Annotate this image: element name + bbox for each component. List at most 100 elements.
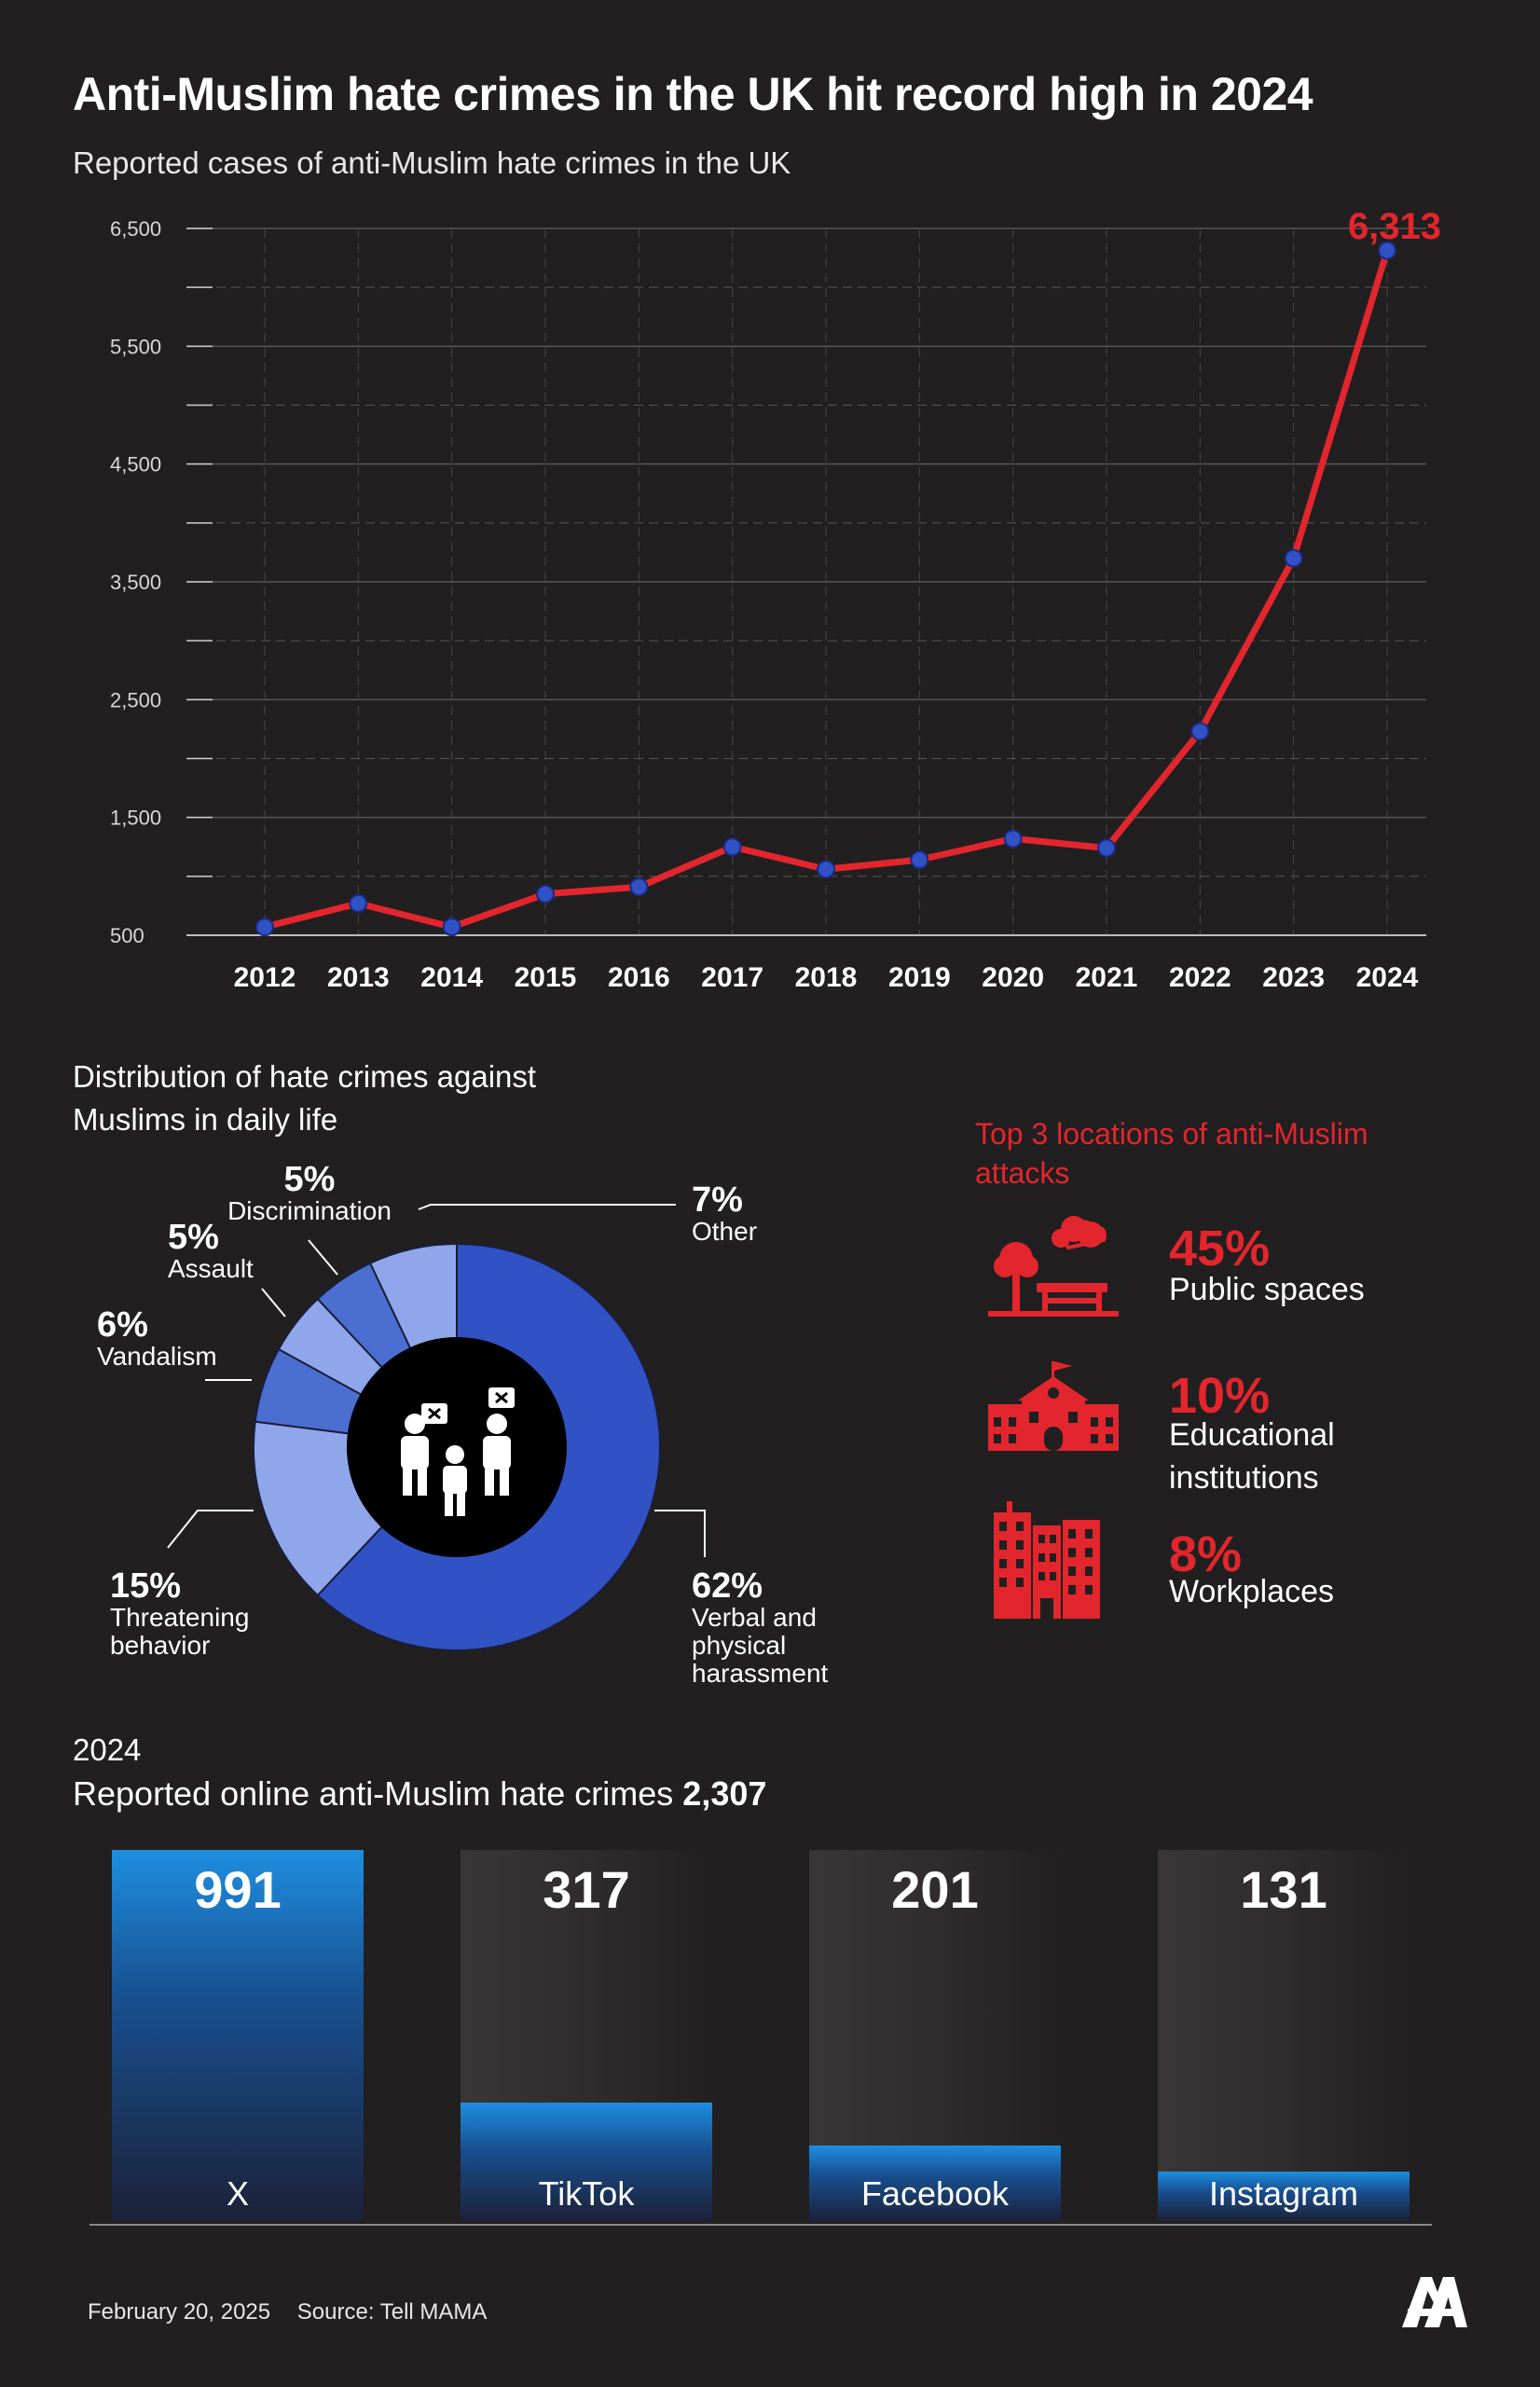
data-point — [255, 918, 274, 937]
leader-line-discrimination — [308, 1239, 338, 1276]
label-other: 7% Other — [692, 1182, 757, 1246]
data-point — [910, 850, 929, 870]
bar — [809, 2146, 1061, 2221]
y-tick-label: 2,500 — [110, 688, 161, 711]
footer-date: February 20, 2025 — [88, 2299, 271, 2325]
locations-title: Top 3 locations of anti-Muslim attacks — [975, 1117, 1368, 1190]
bar-column: 131 Instagram — [1158, 1850, 1409, 2221]
label-verbal-name-2: physical — [692, 1631, 787, 1660]
data-point — [1003, 829, 1023, 849]
location-workplaces-name: Workplaces — [1169, 1574, 1334, 1609]
bar-column: 201 Facebook — [809, 1850, 1061, 2221]
label-vandalism-name: Vandalism — [97, 1342, 217, 1371]
location-educational-pct: 10% — [1169, 1368, 1271, 1424]
x-tick-label: 2012 — [234, 962, 296, 993]
leader-line-threatening — [167, 1510, 254, 1549]
x-tick-label: 2018 — [795, 962, 858, 993]
leader-line-verbal — [654, 1510, 706, 1557]
x-tick-label: 2019 — [888, 962, 951, 993]
y-tick-label: 6,500 — [110, 217, 161, 241]
data-point — [1284, 548, 1303, 568]
donut-chart — [167, 1204, 706, 1651]
bar-value-label: 317 — [543, 1860, 630, 1919]
school-building-icon — [988, 1361, 1119, 1451]
data-point — [817, 860, 835, 879]
label-assault-name: Assault — [168, 1254, 254, 1283]
bar — [461, 2102, 712, 2221]
leader-lines — [167, 1204, 706, 1557]
location-educational-name-2: institutions — [1169, 1460, 1319, 1496]
location-workplaces-pct: 8% — [1169, 1526, 1243, 1582]
data-point — [722, 837, 742, 857]
x-tick-label: 2014 — [420, 962, 483, 993]
bar-baseline — [89, 2224, 1432, 2226]
location-educational-name-1: Educational — [1169, 1417, 1335, 1453]
bar — [112, 1850, 364, 2221]
label-threatening-name-2: behavior — [110, 1631, 211, 1660]
label-verbal-name-3: harassment — [692, 1659, 829, 1688]
label-discrimination-name: Discrimination — [227, 1196, 392, 1225]
label-threatening: 15% Threatening behavior — [110, 1568, 249, 1660]
label-discrimination-pct: 5% — [283, 1160, 336, 1199]
data-point — [1190, 722, 1210, 741]
bar-value-label: 201 — [891, 1860, 979, 1919]
x-tick-label: 2020 — [982, 962, 1044, 993]
bar-category-label: Instagram — [1208, 2174, 1359, 2213]
bar-column: 991 X — [112, 1850, 364, 2221]
line-chart-y-axis: 6,500 5,500 4,500 3,500 2,500 1,500 500 — [110, 217, 161, 947]
label-verbal-pct: 62% — [692, 1566, 763, 1606]
y-tick-label: 5,500 — [110, 335, 161, 358]
leader-line-other — [418, 1204, 676, 1210]
bar-value-label: 991 — [194, 1860, 282, 1919]
footer: February 20, 2025 Source: Tell MAMA — [88, 2299, 487, 2325]
x-tick-label: 2023 — [1262, 962, 1325, 993]
data-point — [1378, 241, 1396, 260]
bar-category-label: TikTok — [538, 2174, 635, 2213]
label-discrimination: 5% Discrimination — [207, 1162, 412, 1225]
line-chart-subtitle: Reported cases of anti-Muslim hate crime… — [73, 145, 791, 180]
location-public-spaces-name: Public spaces — [1169, 1272, 1365, 1307]
online-year: 2024 — [73, 1732, 142, 1767]
bar-column: 317 TikTok — [461, 1850, 712, 2221]
x-tick-label: 2022 — [1169, 962, 1231, 993]
bar-value-label: 131 — [1240, 1860, 1327, 1919]
label-vandalism-pct: 6% — [97, 1305, 148, 1345]
park-bench-icon — [988, 1216, 1119, 1317]
data-point — [1097, 838, 1116, 858]
footer-source: Source: Tell MAMA — [296, 2299, 488, 2325]
label-verbal: 62% Verbal and physical harassment — [692, 1568, 828, 1688]
label-other-name: Other — [692, 1217, 758, 1246]
x-tick-label: 2015 — [515, 962, 577, 993]
label-other-pct: 7% — [692, 1180, 743, 1220]
x-tick-label: 2013 — [327, 962, 390, 993]
label-vandalism: 6% Vandalism — [97, 1307, 217, 1371]
peak-value-label: 6,313 — [1348, 206, 1441, 247]
x-tick-label: 2024 — [1356, 962, 1419, 993]
online-total: 2,307 — [682, 1774, 767, 1813]
online-heading-label: Reported online anti-Muslim hate crimes — [73, 1774, 674, 1813]
y-tick-label: 500 — [110, 924, 144, 947]
x-tick-label: 2021 — [1076, 962, 1138, 993]
data-point — [442, 918, 461, 937]
line-chart-grid — [186, 228, 1426, 936]
office-buildings-icon — [994, 1501, 1100, 1619]
x-tick-label: 2017 — [701, 962, 763, 993]
label-threatening-pct: 15% — [110, 1566, 182, 1606]
page-title: Anti-Muslim hate crimes in the UK hit re… — [73, 68, 1313, 120]
x-tick-label: 2016 — [608, 962, 670, 993]
label-assault-pct: 5% — [168, 1218, 219, 1257]
label-threatening-name-1: Threatening — [110, 1603, 250, 1632]
distribution-title: Distribution of hate crimes against Musl… — [73, 1059, 537, 1137]
bar-category-label: X — [226, 2174, 249, 2213]
line-chart-points — [255, 241, 1396, 937]
line-chart-x-axis: 2012 2013 2014 2015 2016 2017 2018 2019 2020 2021… — [234, 962, 1419, 993]
y-tick-label: 1,500 — [110, 807, 161, 830]
data-point — [536, 884, 555, 904]
bar-category-label: Facebook — [860, 2174, 1010, 2213]
data-point — [349, 893, 368, 913]
bar — [1158, 2172, 1409, 2221]
y-tick-label: 3,500 — [110, 571, 161, 594]
people-dispute-icon — [401, 1387, 515, 1516]
anadolu-agency-logo — [1402, 2277, 1467, 2327]
